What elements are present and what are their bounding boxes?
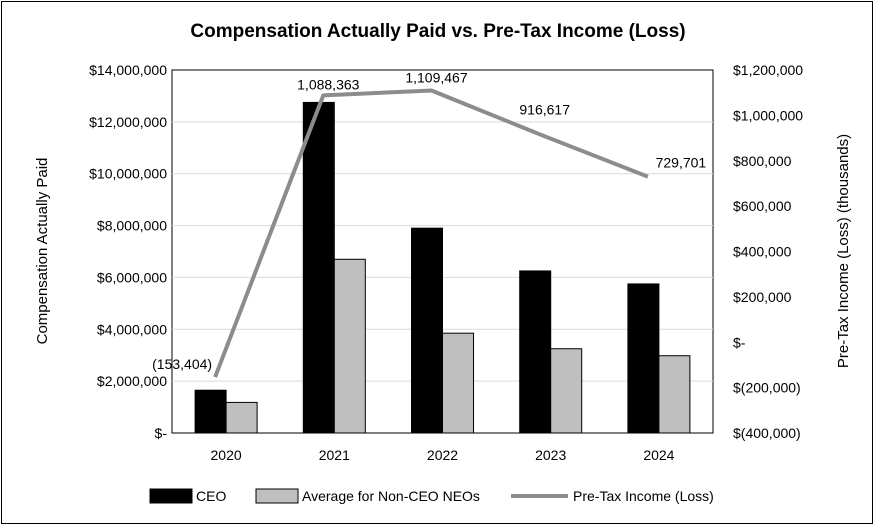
legend-label-ceo: CEO	[196, 488, 226, 504]
legend-label-non-ceo: Average for Non-CEO NEOs	[302, 488, 480, 504]
legend: CEO Average for Non-CEO NEOs Pre-Tax Inc…	[149, 488, 714, 504]
y-tick-label: $12,000,000	[89, 114, 167, 130]
y-tick-label: $6,000,000	[97, 269, 167, 285]
y-tick-label: $14,000,000	[89, 62, 167, 78]
y-tick-label: $-	[155, 425, 168, 441]
y-tick-label: $8,000,000	[97, 218, 167, 234]
bar-average-for-non-ceo-neos-2023	[550, 348, 583, 434]
y2-tick-label: $1,200,000	[733, 62, 803, 78]
y-tick-label: $2,000,000	[97, 373, 167, 389]
bar-ceo-2022	[411, 227, 443, 434]
legend-swatch-non-ceo	[255, 488, 299, 504]
y2-axis-ticks: $(400,000) $(200,000) $- $200,000 $400,000 $6…	[733, 62, 803, 441]
x-tick-label: 2020	[211, 447, 242, 463]
pretax-data-label: (153,404)	[152, 356, 212, 372]
legend-label-pretax: Pre-Tax Income (Loss)	[573, 488, 714, 504]
bar-average-for-non-ceo-neos-2022	[442, 332, 474, 434]
pretax-data-label: 729,701	[656, 155, 707, 171]
y-tick-label: $4,000,000	[97, 321, 167, 337]
y-axis-label: Compensation Actually Paid	[34, 158, 51, 345]
y2-tick-label: $(200,000)	[733, 380, 801, 396]
y-tick-label: $10,000,000	[89, 166, 167, 182]
x-tick-label: 2023	[535, 447, 566, 463]
pretax-data-label: 1,109,467	[405, 70, 467, 86]
pretax-data-label: 1,088,363	[297, 76, 359, 92]
bars	[194, 101, 691, 434]
pretax-income-line	[213, 88, 649, 378]
y2-tick-label: $(400,000)	[733, 425, 801, 441]
x-tick-label: 2022	[427, 447, 458, 463]
y2-axis-label: Pre-Tax Income (Loss) (thousands)	[835, 134, 852, 368]
y2-tick-label: $400,000	[733, 244, 792, 260]
bar-average-for-non-ceo-neos-2020	[225, 401, 258, 434]
y2-tick-label: $200,000	[733, 289, 792, 305]
y2-tick-label: $600,000	[733, 198, 792, 214]
x-tick-label: 2021	[319, 447, 350, 463]
line-series	[213, 88, 649, 378]
y-axis-ticks: $- $2,000,000 $4,000,000 $6,000,000 $8,000,0…	[89, 62, 167, 441]
chart-title: Compensation Actually Paid vs. Pre-Tax I…	[190, 21, 685, 42]
y2-tick-label: $1,000,000	[733, 107, 803, 123]
bar-average-for-non-ceo-neos-2024	[658, 355, 691, 434]
y2-tick-label: $800,000	[733, 153, 792, 169]
legend-swatch-ceo	[149, 488, 193, 504]
bar-ceo-2024	[627, 283, 660, 434]
y2-tick-label: $-	[733, 334, 746, 350]
bar-ceo-2021	[302, 101, 335, 434]
bar-ceo-2023	[519, 270, 552, 434]
bar-average-for-non-ceo-neos-2021	[333, 258, 366, 434]
x-tick-label: 2024	[643, 447, 674, 463]
x-axis-ticks: 2020 2021 2022 2023 2024	[211, 447, 675, 463]
pretax-data-label: 916,617	[519, 101, 570, 117]
data-labels: (153,404) 1,088,363 1,109,467 916,617 729,70…	[152, 70, 706, 373]
bar-ceo-2020	[194, 389, 227, 434]
